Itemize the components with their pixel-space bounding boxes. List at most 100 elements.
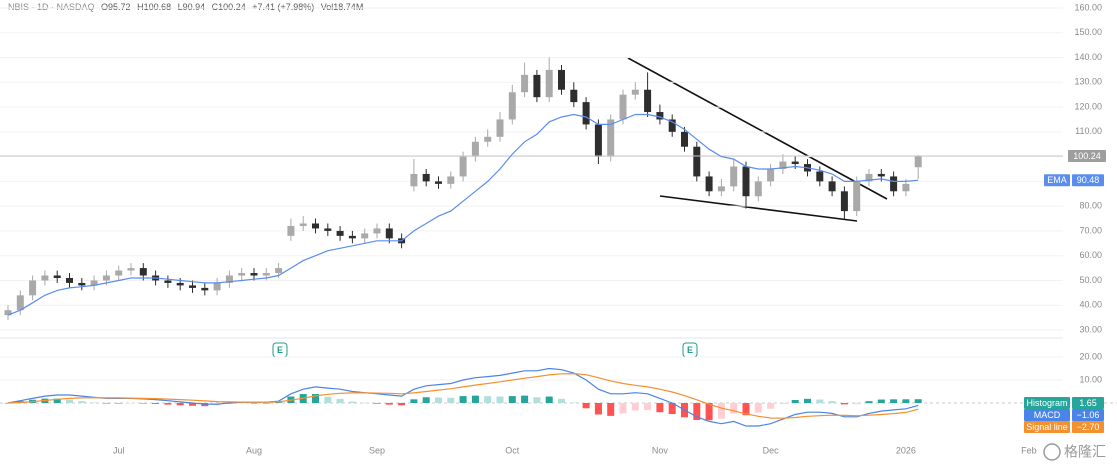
candle-body	[791, 161, 799, 165]
volume: Vol18.74M	[321, 2, 364, 12]
tag-box	[1072, 409, 1104, 421]
histogram-bar	[312, 394, 319, 403]
histogram-bar	[66, 399, 73, 403]
x-tick-label: 2026	[896, 445, 916, 455]
histogram-bar	[644, 403, 652, 410]
histogram-bar	[348, 401, 356, 403]
ema-tag: EMA 90.48	[1044, 174, 1104, 187]
y-tick-label: 80.00	[1079, 201, 1102, 211]
candle-body	[410, 173, 418, 187]
candle-body	[312, 223, 319, 229]
tag-value: 1.65	[1079, 398, 1097, 408]
histogram-bar	[459, 396, 467, 403]
y-tick-label: 70.00	[1079, 225, 1102, 235]
histogram-bar	[4, 403, 12, 404]
y-tick-label: 150.00	[1074, 27, 1102, 37]
header: NBIS · 1D · NASDAQ O95.72 H100.68 L90.94…	[8, 2, 363, 12]
histogram-bar	[693, 403, 701, 421]
x-tick-label: Nov	[652, 445, 669, 455]
histogram-bar	[127, 403, 135, 404]
histogram-bar	[521, 395, 529, 403]
candle-body	[644, 89, 652, 113]
candle-body	[730, 166, 738, 187]
y-tick-label: 160.00	[1074, 2, 1102, 12]
candle-body	[225, 275, 233, 283]
candle-body	[41, 275, 49, 281]
x-tick-label: Sep	[369, 445, 385, 455]
candle-body	[336, 230, 344, 236]
histogram-bar	[754, 403, 762, 413]
tag-box	[1068, 150, 1106, 163]
histogram-bar	[422, 397, 430, 403]
histogram-bar	[545, 396, 553, 403]
candle-body	[127, 268, 135, 271]
macd-line	[7, 372, 919, 419]
candle-body	[828, 181, 836, 192]
histogram-bar	[102, 403, 110, 404]
histogram-bar	[865, 401, 873, 403]
close: C100.24	[212, 2, 246, 12]
y-tick-label: 110.00	[1075, 126, 1102, 136]
earnings-marker[interactable]: E	[682, 342, 698, 358]
tag-box	[1024, 409, 1070, 421]
candle-body	[594, 124, 602, 157]
candle-body	[631, 89, 639, 95]
histogram-bar	[336, 398, 344, 403]
tag-name: MACD	[1034, 410, 1061, 420]
candle-body	[189, 285, 196, 288]
histogram-bar	[373, 403, 381, 404]
candle-body	[816, 171, 824, 182]
tag-value: 90.48	[1077, 175, 1100, 185]
earnings-marker[interactable]: E	[272, 342, 288, 358]
histogram-bar	[508, 396, 516, 403]
y-tick-label: 20.00	[1079, 351, 1102, 361]
candle-body	[533, 74, 541, 98]
candle-body	[53, 275, 61, 278]
histogram-bar	[717, 403, 725, 419]
candle-body	[275, 268, 283, 274]
histogram-bar	[533, 397, 541, 403]
histogram-bar	[853, 403, 861, 405]
candle-body	[471, 141, 479, 157]
high: H100.68	[137, 2, 171, 12]
x-tick-label: Jul	[113, 445, 125, 455]
histogram-bar	[902, 399, 910, 403]
candle-body	[754, 181, 762, 197]
histogram-bar	[828, 401, 836, 403]
candle-body	[496, 119, 504, 137]
y-tick-label: 120.00	[1074, 101, 1102, 111]
candle-body	[668, 119, 676, 132]
tag-name: Signal line	[1026, 422, 1068, 432]
tag-name: Histogram	[1026, 398, 1067, 408]
candle-body	[29, 280, 37, 296]
change: +7.41 (+7.98%)	[252, 2, 314, 12]
candle-body	[435, 181, 442, 184]
open: O95.72	[101, 2, 131, 12]
candle-body	[779, 161, 787, 169]
candle-body	[840, 191, 848, 212]
candle-body	[619, 94, 627, 120]
candle-body	[902, 183, 910, 192]
candle-body	[717, 186, 725, 192]
watermark-text: 格隆汇	[1064, 444, 1106, 460]
candle-body	[90, 280, 98, 286]
candle-body	[484, 136, 492, 142]
candle-body	[348, 235, 356, 239]
candle-body	[4, 310, 12, 316]
y-tick-label: 130.00	[1074, 77, 1102, 87]
histogram-bar	[385, 403, 393, 405]
histogram-bar	[262, 403, 270, 404]
candle-body	[767, 169, 775, 182]
histogram-bar	[730, 403, 738, 414]
histogram-bar	[631, 403, 639, 411]
candle-body	[115, 270, 123, 276]
y-tick-label: 40.00	[1079, 300, 1102, 310]
candle-body	[250, 273, 258, 276]
histogram-bar	[361, 402, 369, 404]
last-price-tag: 100.24	[1068, 150, 1106, 163]
candle-body	[447, 176, 455, 184]
histogram-bar	[619, 403, 627, 414]
histogram-bar	[890, 399, 898, 403]
histogram-bar	[275, 402, 283, 403]
candle-body	[545, 69, 553, 98]
